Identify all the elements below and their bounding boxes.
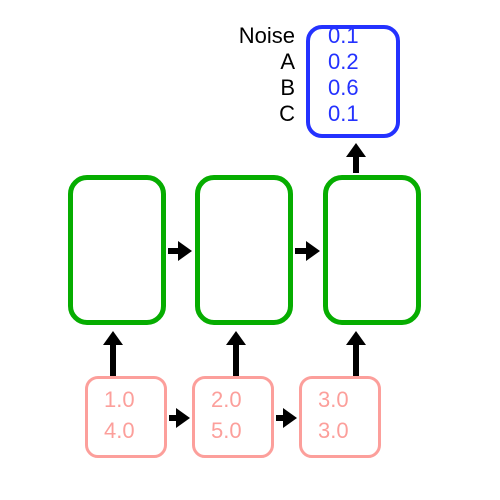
hidden-2-to-output <box>0 0 500 500</box>
